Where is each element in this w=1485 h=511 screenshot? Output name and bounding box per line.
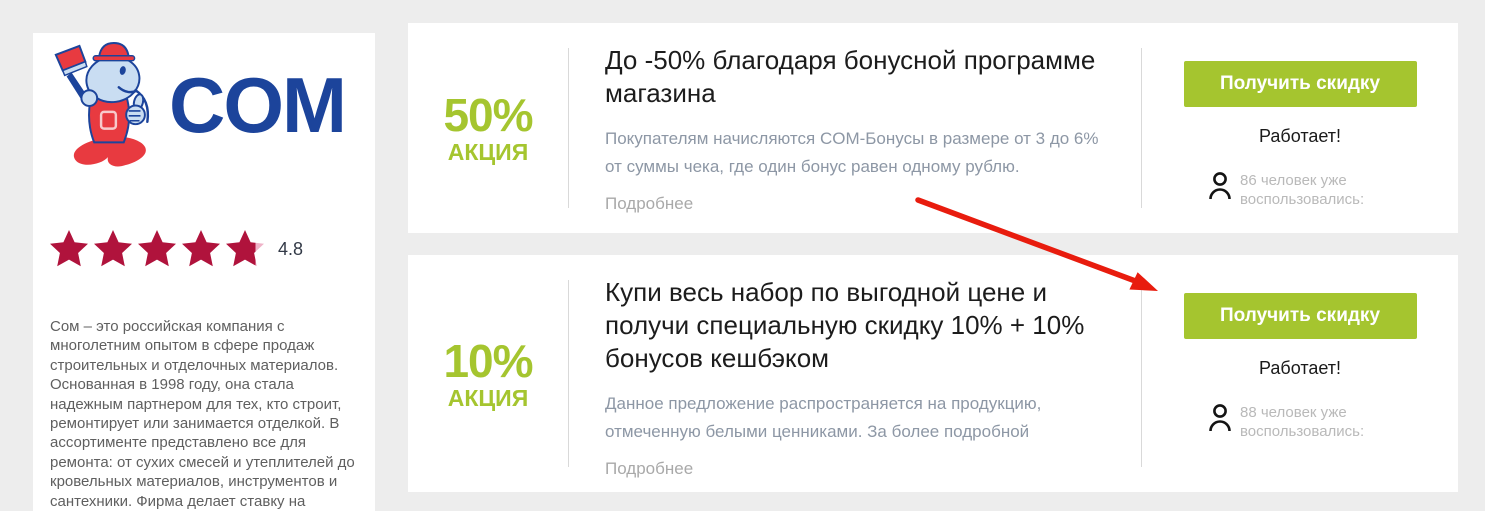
get-discount-button[interactable]: Получить скидку — [1183, 61, 1417, 107]
divider — [1141, 280, 1142, 467]
used-count-text: 88 человек уже воспользовались: — [1240, 404, 1365, 440]
store-description: Сом – это российская компания с многолет… — [50, 318, 355, 510]
status-text: Работает! — [1258, 126, 1342, 146]
used-count: 88 человек уже воспользовались: — [1208, 403, 1392, 441]
discount-percent: 50% — [443, 89, 533, 141]
offer-description: Покупателям начисляются COM-Бонусы в раз… — [605, 129, 1099, 176]
discount-badge-label: АКЦИЯ — [447, 384, 529, 411]
offer-card-10: 10% АКЦИЯ Купи весь набор по выгодной це… — [408, 255, 1458, 492]
offer-content: Купи весь набор по выгодной цене и получ… — [569, 255, 1141, 492]
offer-actions: Получить скидку Работает! 86 человек уже… — [1142, 23, 1458, 233]
used-count: 86 человек уже воспользовались: — [1208, 171, 1392, 209]
store-sidebar: COM 4.8 Сом – это российская компания с … — [33, 33, 375, 511]
com-logo: COM — [51, 41, 347, 169]
discount-percent: 10% — [443, 334, 533, 387]
logo-wordmark: COM — [169, 61, 347, 149]
offer-title: До -50% благодаря бонусной программе маг… — [605, 45, 1096, 108]
person-icon — [1209, 172, 1231, 200]
rating-value: 4.8 — [278, 238, 304, 259]
stars-icon — [50, 230, 264, 267]
discount-badge: 50% АКЦИЯ — [408, 23, 568, 233]
offer-actions: Получить скидку Работает! 88 человек уже… — [1142, 255, 1458, 492]
divider — [568, 48, 569, 208]
divider — [1141, 48, 1142, 208]
get-discount-button[interactable]: Получить скидку — [1183, 293, 1417, 339]
star-rating: 4.8 — [50, 229, 303, 269]
offer-card-50: 50% АКЦИЯ До -50% благодаря бонусной про… — [408, 23, 1458, 233]
discount-badge-label: АКЦИЯ — [447, 139, 529, 165]
offer-content: До -50% благодаря бонусной программе маг… — [569, 23, 1141, 233]
used-count-text: 86 человек уже воспользовались: — [1240, 172, 1365, 208]
offer-title: Купи весь набор по выгодной цене и получ… — [605, 277, 1085, 373]
catfish-mascot-icon — [54, 41, 150, 167]
more-link[interactable]: Подробнее — [605, 459, 694, 478]
offer-description: Данное предложение распространяется на п… — [605, 394, 1042, 441]
person-icon — [1209, 404, 1231, 432]
divider — [568, 280, 569, 467]
more-link[interactable]: Подробнее — [605, 194, 694, 213]
discount-badge: 10% АКЦИЯ — [408, 255, 568, 492]
status-text: Работает! — [1258, 358, 1342, 378]
